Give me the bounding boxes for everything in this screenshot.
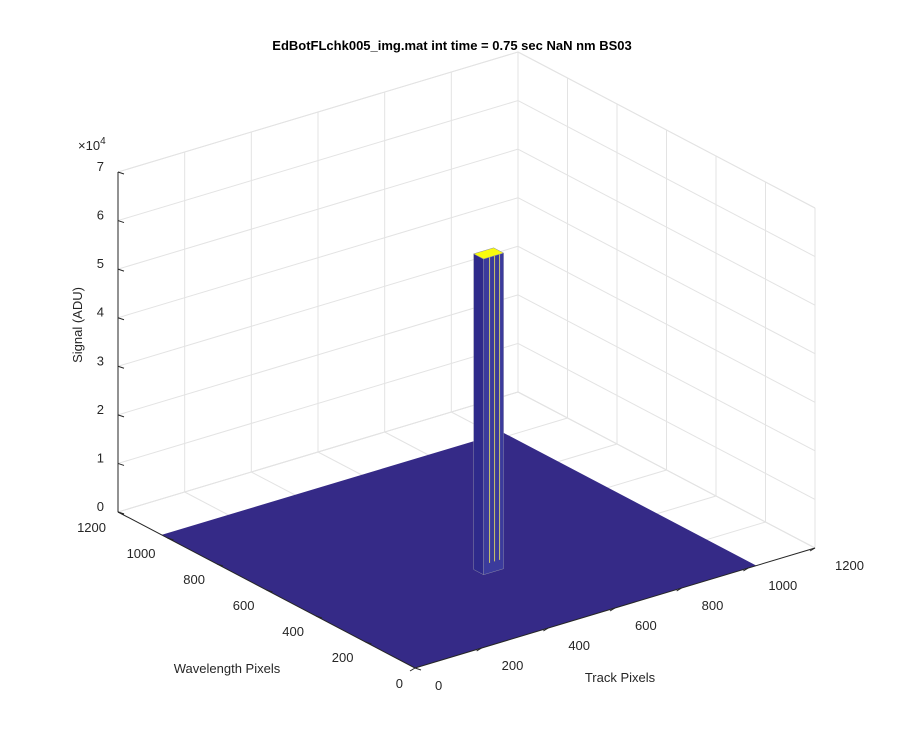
y-tick: [315, 615, 323, 619]
x-tick: [609, 607, 616, 612]
y-tick-label: 1200: [77, 520, 106, 535]
z-tick-label: 4: [97, 305, 104, 320]
z-tick-label: 0: [97, 499, 104, 514]
z-multiplier-base: ×10: [78, 138, 100, 153]
z-multiplier-exponent: 4: [100, 136, 106, 147]
x-tick-label: 600: [635, 618, 657, 633]
y-axis-label: Wavelength Pixels: [174, 661, 281, 676]
grid-line: [517, 197, 816, 355]
z-multiplier: ×104: [78, 136, 106, 153]
y-tick-label: 1000: [127, 546, 156, 561]
z-tick-label: 5: [97, 256, 104, 271]
peak: [472, 247, 505, 576]
z-tick: [117, 414, 125, 418]
z-tick: [117, 365, 125, 369]
grid-line: [517, 245, 816, 403]
z-tick: [117, 268, 125, 272]
surface: [161, 432, 757, 668]
z-tick-label: 7: [97, 159, 104, 174]
grid-line: [517, 391, 816, 549]
grid-line: [517, 51, 816, 209]
z-tick-label: 2: [97, 402, 104, 417]
grid-line: [117, 197, 519, 319]
grid-line: [517, 342, 816, 500]
z-tick-label: 1: [97, 450, 104, 465]
grid-line: [117, 245, 519, 367]
grid-line: [117, 391, 519, 513]
grid-line: [117, 51, 519, 173]
z-tick: [117, 462, 125, 466]
y-tick-label: 600: [233, 598, 255, 613]
x-tick: [543, 627, 549, 632]
y-tick-label: 400: [282, 624, 304, 639]
y-tick-label: 0: [396, 676, 403, 691]
peak-top: [472, 247, 505, 260]
x-tick: [809, 547, 816, 552]
x-tick-label: 800: [702, 598, 724, 613]
grid-line: [117, 342, 519, 464]
z-tick-label: 6: [97, 208, 104, 223]
x-tick-label: 200: [502, 658, 524, 673]
y-tick: [216, 563, 224, 567]
grid-line: [517, 148, 816, 306]
x-tick: [676, 587, 682, 592]
y-tick: [167, 537, 174, 541]
y-tick-label: 800: [183, 572, 205, 587]
x-tick-label: 400: [568, 638, 590, 653]
z-tick: [117, 317, 125, 321]
grid-line: [517, 294, 816, 452]
x-tick-label: 0: [435, 678, 442, 693]
z-tick: [117, 171, 125, 175]
y-tick: [414, 667, 422, 671]
x-tick: [476, 647, 482, 652]
y-tick-label: 200: [332, 650, 354, 665]
z-axis-label: Signal (ADU): [70, 287, 85, 363]
chart-title: EdBotFLchk005_img.mat int time = 0.75 se…: [272, 38, 631, 53]
peak-side: [473, 253, 484, 576]
grid-line: [517, 100, 816, 258]
z-tick: [117, 511, 125, 515]
z-tick-label: 3: [97, 353, 104, 368]
x-tick-label: 1000: [768, 578, 797, 593]
z-tick: [117, 220, 125, 224]
peak-front: [483, 252, 504, 576]
x-tick-label: 1200: [835, 558, 864, 573]
x-tick: [743, 567, 749, 572]
y-tick: [365, 641, 372, 645]
y-tick: [266, 589, 273, 593]
grid-line: [117, 294, 519, 416]
x-axis-label: Track Pixels: [585, 670, 656, 685]
grid-line: [117, 148, 519, 270]
x-tick: [409, 667, 416, 672]
grid-line: [117, 100, 519, 222]
